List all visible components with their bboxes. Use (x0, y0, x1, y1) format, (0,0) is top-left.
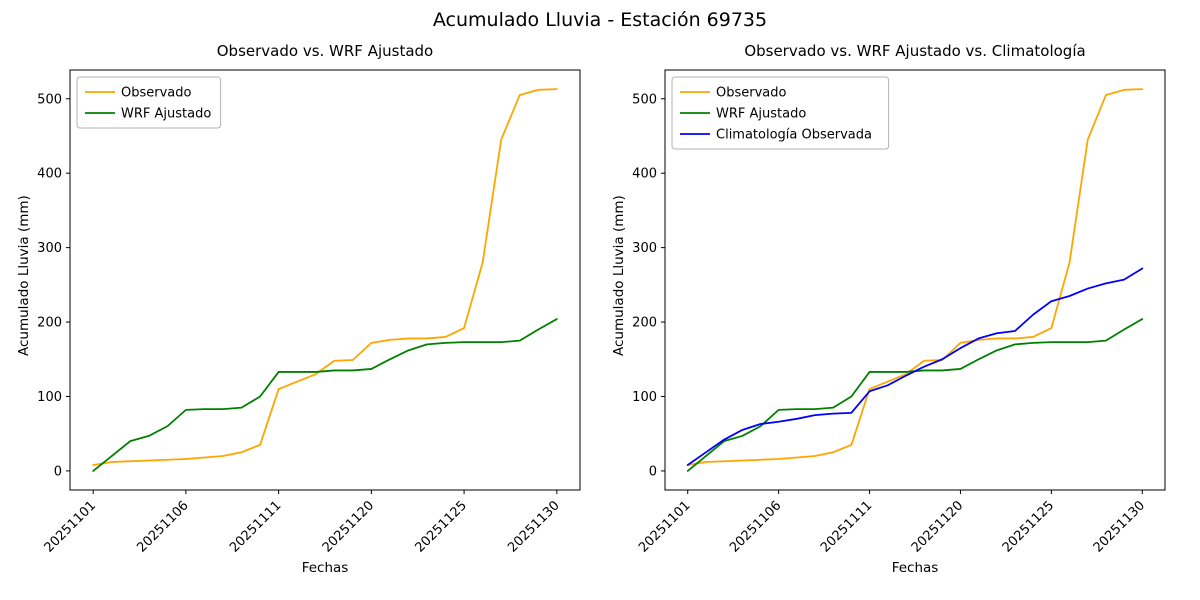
x-tick-label: 20251111 (227, 498, 284, 555)
x-tick-label: 20251106 (727, 498, 784, 555)
y-tick-label: 300 (37, 241, 62, 256)
legend-label: WRF Ajustado (716, 107, 806, 122)
y-tick-label: 300 (632, 241, 657, 256)
x-tick-label: 20251120 (909, 498, 966, 555)
series-line-wrf-ajustado (92, 318, 558, 472)
y-tick-label: 100 (37, 390, 62, 405)
right-chart-xlabel: Fechas (891, 560, 939, 576)
x-tick-label: 20251111 (818, 498, 875, 555)
x-tick-label: 20251101 (42, 498, 99, 555)
left-chart-xlabel: Fechas (301, 560, 349, 576)
y-axis: 0 100 200 300 400 500 (632, 92, 665, 479)
x-tick-label: 20251125 (1000, 498, 1057, 555)
x-axis: 20251101 20251106 20251111 20251120 20251125… (636, 490, 1148, 556)
legend-label: WRF Ajustado (121, 107, 211, 122)
series-line-observado (686, 88, 1144, 466)
axes-frame (69, 69, 581, 491)
series-line-climatología-observada (686, 267, 1144, 466)
series-line-wrf-ajustado (686, 318, 1144, 472)
y-tick-label: 100 (632, 390, 657, 405)
legend-box (76, 76, 222, 129)
legend: Observado WRF Ajustado (76, 76, 222, 129)
y-tick-label: 200 (37, 316, 62, 331)
left-chart-title: Observado vs. WRF Ajustado (216, 42, 434, 60)
right-chart-plot: 0 100 200 300 400 500 20251101 20251106 20251111… (632, 69, 1166, 556)
legend-box (671, 76, 890, 150)
y-tick-label: 400 (37, 167, 62, 182)
legend-label: Climatología Observada (716, 128, 872, 143)
y-tick-label: 0 (649, 464, 657, 479)
y-tick-label: 500 (632, 92, 657, 107)
figure-suptitle: Acumulado Lluvia - Estación 69735 (432, 9, 768, 31)
series-line-observado (92, 88, 558, 466)
x-tick-label: 20251125 (413, 498, 470, 555)
x-tick-label: 20251130 (1091, 498, 1148, 555)
legend-label: Observado (121, 86, 192, 101)
legend-label: Observado (716, 86, 787, 101)
y-axis: 0 100 200 300 400 500 (37, 92, 70, 479)
x-tick-label: 20251120 (320, 498, 377, 555)
axes-frame (664, 69, 1166, 491)
y-tick-label: 500 (37, 92, 62, 107)
legend: Observado WRF Ajustado Climatología Observ… (671, 76, 890, 150)
x-tick-label: 20251106 (134, 498, 191, 555)
y-tick-label: 400 (632, 167, 657, 182)
y-tick-label: 0 (54, 464, 62, 479)
left-chart-plot: 0 100 200 300 400 500 20251101 20251106 20251111… (37, 69, 581, 556)
x-tick-label: 20251130 (505, 498, 562, 555)
right-chart-title: Observado vs. WRF Ajustado vs. Climatolo… (744, 42, 1086, 60)
x-axis: 20251101 20251106 20251111 20251120 20251125… (42, 490, 563, 556)
x-tick-label: 20251101 (636, 498, 693, 555)
y-tick-label: 200 (632, 316, 657, 331)
